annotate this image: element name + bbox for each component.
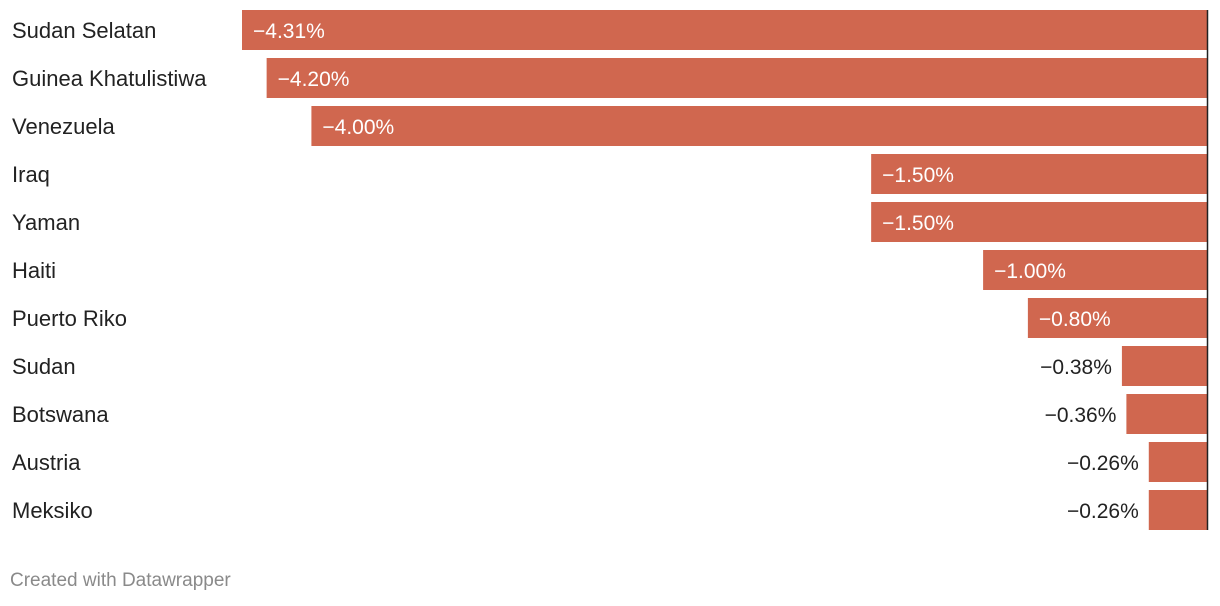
bar	[1126, 394, 1207, 434]
category-label: Venezuela	[12, 114, 116, 139]
category-label: Haiti	[12, 258, 56, 283]
value-label: −4.00%	[322, 116, 394, 139]
category-label: Austria	[12, 450, 81, 475]
bar	[1148, 490, 1207, 530]
category-label: Sudan Selatan	[12, 18, 156, 43]
value-label: −1.50%	[882, 164, 954, 187]
bar	[1121, 346, 1207, 386]
bar	[871, 154, 1207, 194]
bar	[871, 202, 1207, 242]
category-label: Meksiko	[12, 498, 93, 523]
value-label: −0.26%	[1067, 500, 1139, 523]
value-label: −0.38%	[1040, 356, 1112, 379]
value-label: −0.36%	[1045, 404, 1117, 427]
category-label: Puerto Riko	[12, 306, 127, 331]
bar	[1148, 442, 1207, 482]
category-label: Iraq	[12, 162, 50, 187]
category-label: Guinea Khatulistiwa	[12, 66, 207, 91]
bar	[983, 250, 1207, 290]
category-label: Sudan	[12, 354, 76, 379]
value-label: −4.20%	[278, 68, 350, 91]
bar	[242, 10, 1207, 50]
bar	[266, 58, 1207, 98]
value-label: −0.26%	[1067, 452, 1139, 475]
value-label: −1.00%	[994, 260, 1066, 283]
bar	[311, 106, 1208, 146]
value-label: −0.80%	[1039, 308, 1111, 331]
bar	[1027, 298, 1207, 338]
category-label: Botswana	[12, 402, 109, 427]
bar-chart: Sudan Selatan −4.31% Guinea Khatulistiwa −4…	[12, 10, 1209, 530]
value-label: −4.31%	[253, 20, 325, 43]
datawrapper-credit: Created with Datawrapper	[10, 570, 231, 591]
category-label: Yaman	[12, 210, 80, 235]
value-label: −1.50%	[882, 212, 954, 235]
